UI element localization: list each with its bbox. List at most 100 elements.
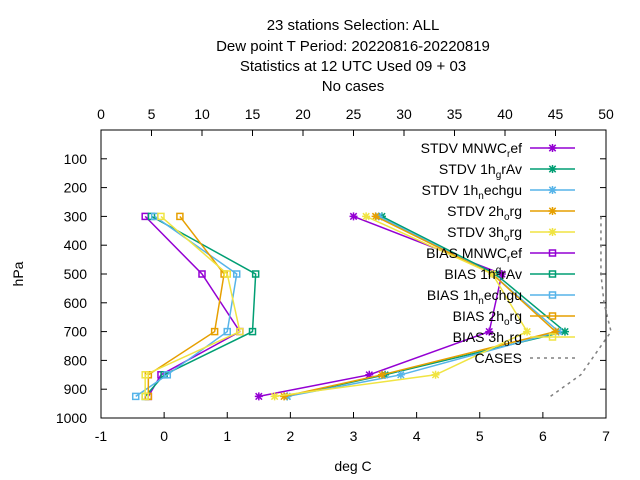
data-point-square bbox=[223, 270, 231, 278]
legend-label-tail: rg bbox=[510, 203, 522, 219]
series-stdv-1h-nechgu bbox=[283, 212, 563, 401]
y-tick-label: 600 bbox=[64, 295, 88, 311]
x2-tick-label: 25 bbox=[346, 106, 362, 122]
data-point-star bbox=[270, 392, 279, 401]
data-point-square bbox=[131, 392, 140, 401]
y-tick-label: 700 bbox=[64, 324, 88, 340]
legend-label-tail: rg bbox=[510, 308, 522, 324]
legend-label-sub: o bbox=[504, 317, 510, 328]
x2-tick-label: 40 bbox=[497, 106, 513, 122]
legend-entry: STDV 1hgrAv bbox=[439, 161, 575, 181]
legend-label-tail: ef bbox=[510, 245, 522, 261]
legend-label-tail: rg bbox=[510, 329, 522, 345]
data-point-star bbox=[280, 392, 289, 401]
legend-label: STDV 3horg bbox=[447, 224, 522, 244]
legend-label-main: BIAS 2h bbox=[453, 308, 504, 324]
data-point-square bbox=[548, 291, 557, 299]
legend-entry: BIAS 3horg bbox=[453, 329, 575, 349]
x2-tick-label: 45 bbox=[548, 106, 564, 122]
data-point-square bbox=[198, 270, 206, 278]
y-tick-label: 1000 bbox=[56, 410, 87, 426]
legend-label-sub: r bbox=[507, 149, 511, 160]
legend-label-main: BIAS 3h bbox=[453, 329, 504, 345]
legend-label: BIAS 1hgrAv bbox=[444, 265, 522, 282]
x2-tick-label: 50 bbox=[598, 106, 614, 122]
data-point-square bbox=[548, 249, 557, 257]
data-point-square bbox=[163, 371, 172, 379]
legend-label-tail: ef bbox=[510, 140, 522, 156]
y-tick-label: 500 bbox=[64, 266, 88, 282]
data-point-square bbox=[548, 312, 557, 320]
data-point-square bbox=[157, 212, 165, 221]
data-point-square bbox=[141, 392, 149, 401]
data-point-star bbox=[254, 392, 263, 401]
x2-tick-label: 0 bbox=[97, 106, 105, 122]
data-point-star bbox=[560, 327, 569, 336]
data-point-square bbox=[223, 327, 231, 336]
data-point-square bbox=[210, 327, 219, 336]
legend-label-sub: o bbox=[504, 338, 510, 349]
legend-label-sub: r bbox=[507, 254, 511, 265]
legend-label-sub: g bbox=[496, 265, 502, 276]
data-point-star bbox=[551, 327, 560, 336]
data-point-square bbox=[141, 371, 149, 379]
y-tick-label: 300 bbox=[64, 208, 88, 224]
legend-label-tail: rAv bbox=[501, 161, 522, 177]
y-tick-label: 200 bbox=[64, 180, 88, 196]
legend-entry: BIAS MNWCref bbox=[426, 245, 575, 265]
legend-label-tail: echgu bbox=[484, 182, 522, 198]
data-point-star bbox=[488, 270, 497, 278]
x-axis-label: deg C bbox=[334, 458, 371, 474]
legend-entry: CASES bbox=[475, 350, 575, 366]
legend-label-main: STDV MNWC bbox=[421, 140, 507, 156]
x2-tick-label: 30 bbox=[396, 106, 412, 122]
data-point-star bbox=[548, 144, 557, 152]
title-line-1: 23 stations Selection: ALL bbox=[267, 17, 440, 34]
y-axis-label: hPa bbox=[10, 261, 26, 286]
title-line-4: No cases bbox=[322, 78, 385, 95]
x-tick-label: 0 bbox=[160, 428, 168, 444]
legend-label: CASES bbox=[475, 350, 522, 366]
legend-label-sub: o bbox=[504, 233, 510, 244]
x2-tick-label: 15 bbox=[245, 106, 261, 122]
legend-entry: BIAS 1hnechgu bbox=[427, 287, 575, 307]
series-bias-mnwc-ref bbox=[141, 212, 244, 401]
y-tick-label: 100 bbox=[64, 151, 88, 167]
legend-label-sub: g bbox=[496, 170, 502, 181]
data-point-star bbox=[396, 370, 405, 379]
data-point-star bbox=[371, 212, 380, 221]
legend-label-main: STDV 1h bbox=[439, 161, 496, 177]
legend-label-tail: rg bbox=[510, 224, 522, 240]
data-point-square bbox=[236, 327, 244, 336]
data-point-star bbox=[349, 212, 358, 221]
x-tick-label: 6 bbox=[539, 428, 547, 444]
data-point-star bbox=[497, 270, 506, 278]
chart-title: 23 stations Selection: ALL Dew point T P… bbox=[216, 17, 490, 95]
x-tick-label: 7 bbox=[602, 428, 610, 444]
legend-label-sub: n bbox=[478, 191, 484, 202]
legend-label: BIAS 3horg bbox=[453, 329, 522, 349]
series-line bbox=[144, 215, 241, 397]
data-point-star bbox=[431, 370, 440, 379]
data-point-star bbox=[485, 327, 494, 336]
data-point-star bbox=[548, 228, 557, 236]
legend-label-tail: rAv bbox=[501, 266, 522, 282]
x-tick-label: 4 bbox=[413, 428, 421, 444]
legend-label-tail: echgu bbox=[484, 287, 522, 303]
x2-tick-label: 5 bbox=[148, 106, 156, 122]
x-tick-label: 1 bbox=[223, 428, 231, 444]
title-line-3: Statistics at 12 UTC Used 09 + 03 bbox=[240, 58, 466, 75]
y-tick-label: 400 bbox=[64, 237, 88, 253]
legend-entry: BIAS 1hgrAv bbox=[444, 265, 575, 282]
data-point-star bbox=[548, 165, 557, 173]
y-tick-label: 800 bbox=[64, 352, 88, 368]
data-point-star bbox=[548, 207, 557, 215]
legend-label: BIAS 2horg bbox=[453, 308, 522, 328]
x2-tick-label: 20 bbox=[295, 106, 311, 122]
legend-label: BIAS MNWCref bbox=[426, 245, 522, 265]
series-line bbox=[550, 216, 612, 398]
legend-entry: STDV 2horg bbox=[447, 203, 575, 223]
legend-label-main: BIAS 1h bbox=[427, 287, 478, 303]
